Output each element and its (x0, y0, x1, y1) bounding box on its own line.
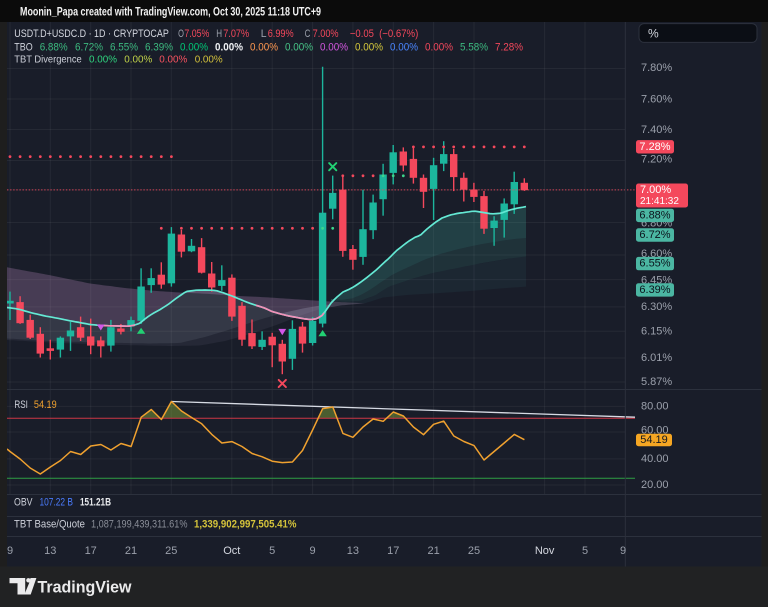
svg-text:7.60%: 7.60% (641, 94, 672, 106)
svg-text:Oct: Oct (223, 545, 240, 557)
svg-text:6.15%: 6.15% (641, 325, 672, 337)
svg-text:6.01%: 6.01% (641, 352, 672, 364)
svg-text:9: 9 (620, 545, 626, 557)
svg-text:7.00%: 7.00% (640, 184, 671, 196)
svg-text:0.00%: 0.00% (159, 54, 187, 66)
svg-text:(−0.67%): (−0.67%) (379, 28, 418, 40)
svg-text:6.55%: 6.55% (639, 258, 670, 270)
svg-text:%: % (648, 26, 659, 40)
svg-text:21: 21 (427, 545, 439, 557)
svg-text:6.72%: 6.72% (639, 229, 670, 241)
svg-text:RSI: RSI (14, 399, 28, 411)
svg-text:9: 9 (7, 545, 13, 557)
svg-text:L: L (261, 28, 267, 40)
svg-text:0.00%: 0.00% (89, 54, 117, 66)
svg-text:21: 21 (125, 545, 137, 557)
svg-text:6.55%: 6.55% (110, 42, 138, 54)
svg-text:TBT Divergence: TBT Divergence (14, 54, 82, 66)
svg-text:7.07%: 7.07% (223, 28, 249, 40)
svg-text:7.20%: 7.20% (641, 154, 672, 166)
svg-text:6.39%: 6.39% (145, 42, 173, 54)
svg-text:0.00%: 0.00% (355, 42, 383, 54)
svg-text:TBT Base/Quote: TBT Base/Quote (14, 519, 85, 531)
svg-text:1,087,199,439,311.61%: 1,087,199,439,311.61% (91, 519, 188, 531)
svg-text:80.00: 80.00 (641, 400, 669, 412)
svg-text:−0.05: −0.05 (350, 28, 374, 40)
svg-text:25: 25 (165, 545, 177, 557)
svg-text:60.00: 60.00 (641, 425, 669, 437)
svg-text:0.00%: 0.00% (195, 54, 223, 66)
svg-text:0.00%: 0.00% (285, 42, 313, 54)
svg-text:6.88%: 6.88% (40, 42, 68, 54)
svg-text:17: 17 (85, 545, 97, 557)
svg-text:25: 25 (468, 545, 480, 557)
svg-text:USDT.D+USDC.D · 1D · CRYPTOCAP: USDT.D+USDC.D · 1D · CRYPTOCAP (14, 28, 169, 40)
svg-text:7.80%: 7.80% (641, 62, 672, 74)
svg-text:6.99%: 6.99% (268, 28, 294, 40)
svg-text:0.00%: 0.00% (320, 42, 348, 54)
svg-text:6.39%: 6.39% (639, 284, 670, 296)
svg-text:6.72%: 6.72% (75, 42, 103, 54)
svg-text:5: 5 (269, 545, 275, 557)
svg-text:107.22 B: 107.22 B (40, 497, 74, 509)
svg-text:OBV: OBV (14, 497, 33, 509)
svg-text:1,339,902,997,505.41%: 1,339,902,997,505.41% (194, 519, 297, 531)
svg-text:C: C (305, 28, 311, 40)
svg-text:9: 9 (310, 545, 316, 557)
svg-text:5.58%: 5.58% (460, 42, 488, 54)
svg-text:H: H (216, 28, 222, 40)
svg-text:7.28%: 7.28% (495, 42, 523, 54)
svg-text:13: 13 (44, 545, 56, 557)
svg-text:20.00: 20.00 (641, 479, 669, 491)
svg-text:7.00%: 7.00% (313, 28, 339, 40)
svg-text:151.21B: 151.21B (80, 497, 111, 509)
svg-text:O: O (178, 28, 184, 40)
svg-text:21:41:32: 21:41:32 (640, 196, 679, 207)
svg-text:0.00%: 0.00% (124, 54, 152, 66)
svg-text:6.88%: 6.88% (639, 209, 670, 221)
svg-text:Nov: Nov (535, 545, 555, 557)
svg-text:17: 17 (387, 545, 399, 557)
svg-text:5: 5 (582, 545, 588, 557)
svg-text:6.30%: 6.30% (641, 301, 672, 313)
svg-text:13: 13 (347, 545, 359, 557)
svg-text:7.40%: 7.40% (641, 124, 672, 136)
svg-text:TBO: TBO (14, 42, 33, 54)
svg-text:0.00%: 0.00% (250, 42, 278, 54)
svg-text:40.00: 40.00 (641, 453, 669, 465)
svg-text:7.05%: 7.05% (184, 28, 209, 40)
svg-text:0.00%: 0.00% (215, 42, 243, 54)
svg-text:0.00%: 0.00% (390, 42, 418, 54)
svg-text:Moonin_Papa created with Tradi: Moonin_Papa created with TradingView.com… (20, 5, 321, 19)
svg-text:0.00%: 0.00% (180, 42, 208, 54)
svg-text:54.19: 54.19 (34, 399, 57, 411)
svg-text:7.28%: 7.28% (639, 141, 670, 153)
svg-text:TradingView: TradingView (38, 577, 133, 596)
svg-text:5.87%: 5.87% (641, 376, 672, 388)
svg-text:54.19: 54.19 (640, 434, 668, 446)
svg-text:0.00%: 0.00% (425, 42, 453, 54)
